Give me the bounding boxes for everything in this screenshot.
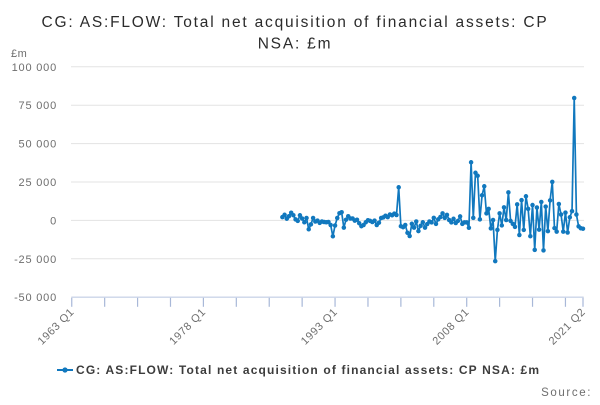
svg-text:Source:: Source: (541, 387, 592, 399)
svg-text:25 000: 25 000 (19, 177, 57, 189)
svg-text:-50 000: -50 000 (14, 292, 57, 304)
svg-text:£m: £m (11, 48, 27, 60)
svg-text:0: 0 (50, 215, 57, 227)
svg-text:NSA: £m: NSA: £m (258, 36, 333, 53)
svg-text:CG: AS:FLOW: Total net acquisi: CG: AS:FLOW: Total net acquisition of fi… (41, 14, 548, 31)
svg-text:75 000: 75 000 (19, 100, 57, 112)
svg-text:100 000: 100 000 (12, 62, 57, 74)
svg-text:50 000: 50 000 (19, 139, 57, 151)
svg-text:CG: AS:FLOW: Total net acquisi: CG: AS:FLOW: Total net acquisition of fi… (76, 363, 540, 377)
svg-text:-25 000: -25 000 (14, 254, 57, 266)
